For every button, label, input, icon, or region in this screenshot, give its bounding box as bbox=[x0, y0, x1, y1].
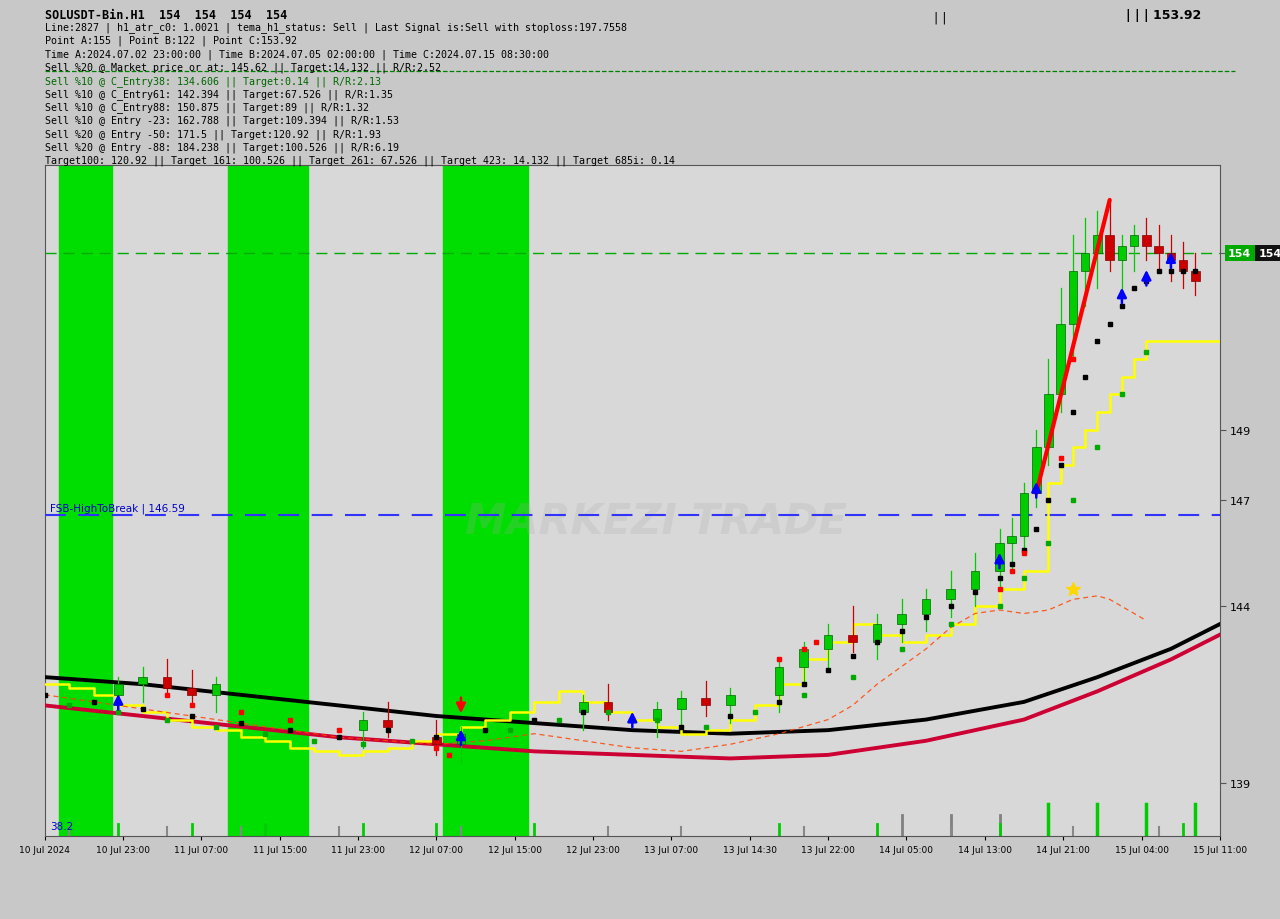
Bar bbox=[1093, 236, 1102, 254]
Bar bbox=[579, 702, 588, 713]
Bar bbox=[1032, 448, 1041, 494]
Bar bbox=[849, 635, 856, 642]
Bar bbox=[824, 635, 832, 649]
Text: FSB-HighToBreak | 146.59: FSB-HighToBreak | 146.59 bbox=[50, 503, 184, 514]
Text: Target100: 120.92 || Target 161: 100.526 || Target 261: 67.526 || Target 423: 14: Target100: 120.92 || Target 161: 100.526… bbox=[45, 155, 675, 166]
Bar bbox=[443, 165, 529, 836]
Bar bbox=[946, 589, 955, 600]
Text: Sell %10 @ C_Entry88: 150.875 || Target:89 || R/R:1.32: Sell %10 @ C_Entry88: 150.875 || Target:… bbox=[45, 102, 369, 113]
Bar bbox=[1166, 254, 1175, 261]
Bar bbox=[1155, 246, 1164, 254]
Bar bbox=[383, 720, 392, 727]
Text: | | | 153.92: | | | 153.92 bbox=[1126, 9, 1202, 22]
Text: Sell %20 @ Market price or at: 145.62 || Target:14.132 || R/R:2.52: Sell %20 @ Market price or at: 145.62 ||… bbox=[45, 62, 440, 73]
Text: Point A:155 | Point B:122 | Point C:153.92: Point A:155 | Point B:122 | Point C:153.… bbox=[45, 36, 297, 46]
Bar bbox=[800, 649, 808, 667]
Bar bbox=[922, 600, 931, 614]
Bar bbox=[1130, 236, 1138, 246]
Bar bbox=[212, 685, 220, 695]
Bar bbox=[433, 737, 440, 744]
Bar bbox=[726, 695, 735, 706]
Bar bbox=[996, 543, 1004, 572]
Bar bbox=[897, 614, 906, 624]
Bar bbox=[138, 677, 147, 685]
Text: Sell %10 @ C_Entry38: 134.606 || Target:0.14 || R/R:2.13: Sell %10 @ C_Entry38: 134.606 || Target:… bbox=[45, 75, 381, 86]
Bar bbox=[1106, 236, 1114, 261]
Text: Sell %20 @ Entry -50: 171.5 || Target:120.92 || R/R:1.93: Sell %20 @ Entry -50: 171.5 || Target:12… bbox=[45, 130, 381, 140]
Bar bbox=[114, 685, 123, 695]
Bar bbox=[1080, 254, 1089, 271]
Bar bbox=[1069, 271, 1078, 324]
Text: 38.2: 38.2 bbox=[50, 821, 73, 831]
Text: Sell %10 @ C_Entry61: 142.394 || Target:67.526 || R/R:1.35: Sell %10 @ C_Entry61: 142.394 || Target:… bbox=[45, 89, 393, 100]
Bar bbox=[163, 677, 172, 688]
Text: 154: 154 bbox=[1229, 249, 1252, 258]
Bar bbox=[677, 698, 686, 709]
Bar bbox=[1044, 395, 1052, 448]
Text: Time A:2024.07.02 23:00:00 | Time B:2024.07.05 02:00:00 | Time C:2024.07.15 08:3: Time A:2024.07.02 23:00:00 | Time B:2024… bbox=[45, 49, 549, 60]
Bar bbox=[187, 688, 196, 695]
Text: | |: | | bbox=[934, 11, 947, 24]
Bar bbox=[1117, 246, 1126, 261]
Bar bbox=[1142, 236, 1151, 246]
Bar bbox=[970, 572, 979, 589]
Bar bbox=[59, 165, 113, 836]
Bar bbox=[1007, 536, 1016, 543]
Bar bbox=[228, 165, 308, 836]
Text: 154: 154 bbox=[1258, 249, 1280, 258]
Text: SOLUSDT-Bin.H1  154  154  154  154: SOLUSDT-Bin.H1 154 154 154 154 bbox=[45, 9, 287, 22]
Bar bbox=[604, 702, 612, 713]
Bar bbox=[358, 720, 367, 731]
Text: MARKEZI TRADE: MARKEZI TRADE bbox=[465, 500, 847, 542]
Bar bbox=[457, 734, 465, 744]
Bar bbox=[1020, 494, 1028, 536]
Bar bbox=[1192, 271, 1199, 282]
Text: Sell %20 @ Entry -88: 184.238 || Target:100.526 || R/R:6.19: Sell %20 @ Entry -88: 184.238 || Target:… bbox=[45, 142, 399, 153]
Bar bbox=[1056, 324, 1065, 395]
Bar bbox=[1179, 261, 1188, 271]
Bar bbox=[653, 709, 660, 720]
Bar bbox=[774, 667, 783, 695]
Text: Sell %10 @ Entry -23: 162.788 || Target:109.394 || R/R:1.53: Sell %10 @ Entry -23: 162.788 || Target:… bbox=[45, 116, 399, 126]
Bar bbox=[873, 624, 882, 642]
Bar bbox=[701, 698, 710, 706]
Text: Line:2827 | h1_atr_c0: 1.0021 | tema_h1_status: Sell | Last Signal is:Sell with : Line:2827 | h1_atr_c0: 1.0021 | tema_h1_… bbox=[45, 22, 627, 33]
